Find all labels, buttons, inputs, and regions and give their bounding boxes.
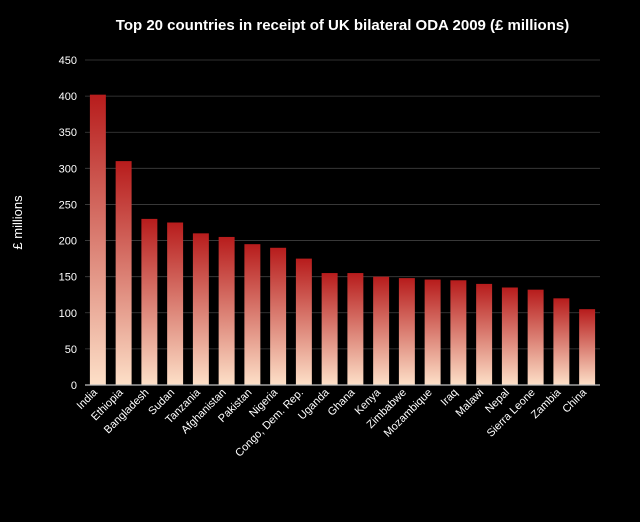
bar: [579, 309, 595, 385]
bar: [528, 290, 544, 385]
bar: [167, 223, 183, 386]
bar: [425, 280, 441, 385]
bar: [90, 95, 106, 385]
y-tick-label: 450: [59, 55, 77, 67]
bar: [502, 288, 518, 386]
y-tick-label: 50: [65, 344, 77, 356]
bar: [219, 237, 235, 385]
bar-chart: 050100150200250300350400450IndiaEthiopia…: [0, 0, 640, 522]
bar: [450, 280, 466, 385]
y-tick-label: 250: [59, 199, 77, 211]
y-tick-label: 400: [59, 91, 77, 103]
chart-container: 050100150200250300350400450IndiaEthiopia…: [0, 0, 640, 522]
chart-title: Top 20 countries in receipt of UK bilate…: [116, 17, 569, 34]
bar: [373, 277, 389, 385]
y-tick-label: 350: [59, 127, 77, 139]
bar: [399, 278, 415, 385]
y-axis-label: £ millions: [10, 195, 25, 250]
bar: [270, 248, 286, 385]
bar: [244, 244, 260, 385]
y-tick-label: 200: [59, 236, 77, 248]
bar: [476, 284, 492, 385]
bar: [296, 259, 312, 385]
bar: [553, 298, 569, 385]
y-tick-label: 150: [59, 272, 77, 284]
bar: [116, 161, 132, 385]
bar: [322, 273, 338, 385]
y-tick-label: 300: [59, 163, 77, 175]
y-tick-label: 0: [71, 380, 77, 392]
bar: [347, 273, 363, 385]
bar: [193, 233, 209, 385]
bar: [141, 219, 157, 385]
y-tick-label: 100: [59, 308, 77, 320]
